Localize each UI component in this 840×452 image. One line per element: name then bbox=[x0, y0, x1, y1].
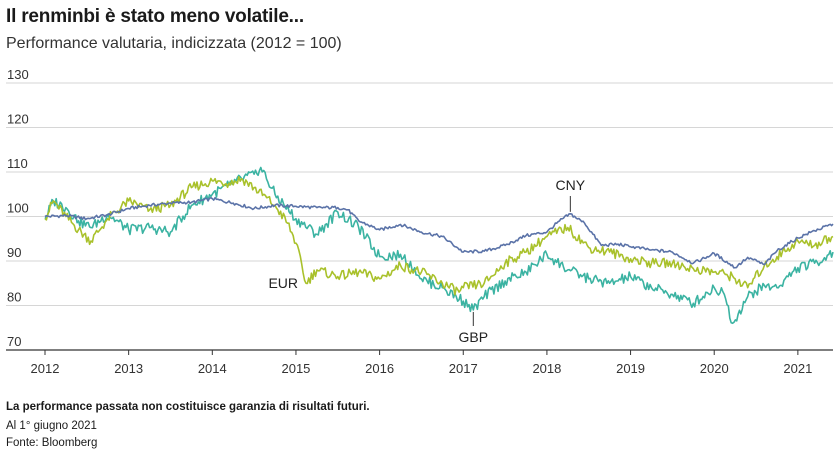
x-axis-ticks: 2012 2013 2014 2015 2016 2017 2018 2019 2020 2021 bbox=[31, 350, 812, 376]
x-tick-label: 2014 bbox=[198, 361, 227, 376]
y-tick-label: 70 bbox=[7, 334, 21, 349]
x-tick-label: 2015 bbox=[281, 361, 310, 376]
disclaimer-note: La performance passata non costituisce g… bbox=[6, 401, 370, 413]
y-tick-label: 110 bbox=[7, 156, 28, 171]
series-line-eur bbox=[44, 176, 834, 296]
series-labels: CNY EUR GBP bbox=[268, 177, 585, 345]
series-line-gbp bbox=[44, 166, 834, 325]
y-tick-label: 90 bbox=[7, 245, 21, 260]
series-line-cny bbox=[44, 196, 834, 269]
chart-subtitle: Performance valutaria, indicizzata (2012… bbox=[6, 35, 342, 52]
date-note: Al 1° giugno 2021 bbox=[6, 420, 97, 432]
chart-title: Il renminbi è stato meno volatile... bbox=[6, 6, 304, 27]
x-tick-label: 2019 bbox=[616, 361, 645, 376]
y-tick-label: 80 bbox=[7, 290, 21, 305]
gridlines bbox=[6, 82, 833, 351]
source-note: Fonte: Bloomberg bbox=[6, 437, 98, 449]
series-label-eur: EUR bbox=[268, 275, 298, 291]
series-lines bbox=[44, 166, 834, 325]
y-tick-label: 120 bbox=[7, 112, 29, 127]
y-tick-label: 130 bbox=[7, 67, 29, 82]
y-tick-label: 100 bbox=[7, 201, 29, 216]
x-tick-label: 2018 bbox=[532, 361, 561, 376]
x-tick-label: 2021 bbox=[783, 361, 812, 376]
x-tick-label: 2017 bbox=[449, 361, 478, 376]
series-label-cny: CNY bbox=[556, 177, 586, 193]
y-axis-ticks: 70 80 90 100 110 120 130 bbox=[7, 67, 29, 349]
x-tick-label: 2016 bbox=[365, 361, 394, 376]
x-tick-label: 2013 bbox=[114, 361, 143, 376]
series-label-gbp: GBP bbox=[459, 329, 489, 345]
x-tick-label: 2020 bbox=[700, 361, 729, 376]
x-tick-label: 2012 bbox=[31, 361, 60, 376]
